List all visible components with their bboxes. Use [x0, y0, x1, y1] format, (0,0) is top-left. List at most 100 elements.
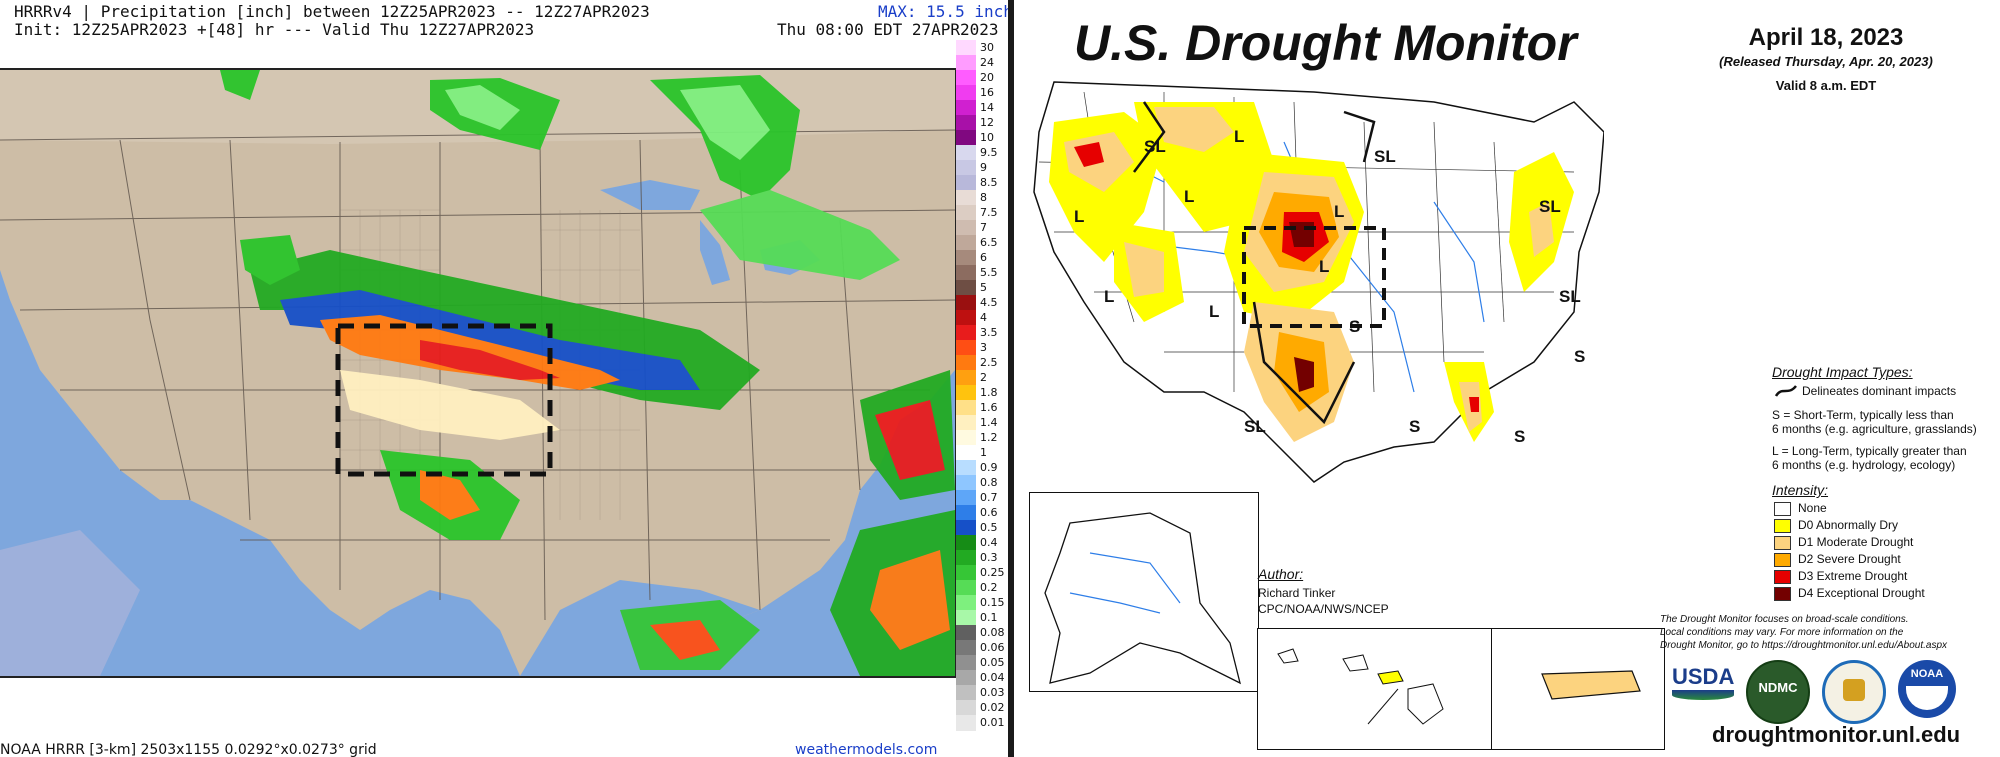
usdm-valid: Valid 8 a.m. EDT	[1775, 78, 1877, 93]
colorbar-label: 2.5	[980, 355, 998, 369]
colorbar-segment	[956, 655, 976, 671]
colorbar-label: 0.4	[980, 535, 998, 549]
colorbar-segment	[956, 670, 976, 686]
colorbar-label: 0.7	[980, 490, 998, 504]
long-term-line-1: L = Long-Term, typically greater than	[1772, 444, 1967, 458]
colorbar-segment	[956, 625, 976, 641]
ndmc-logo-text: NDMC	[1758, 680, 1798, 695]
note-line-1: The Drought Monitor focuses on broad-sca…	[1660, 614, 1909, 625]
intensity-label: D2 Severe Drought	[1798, 552, 1901, 566]
colorbar-segment	[956, 715, 976, 731]
colorbar-segment	[956, 250, 976, 266]
map-impact-label: L	[1209, 302, 1219, 321]
colorbar-segment	[956, 235, 976, 251]
map-impact-label: L	[1104, 287, 1114, 306]
colorbar-segment	[956, 145, 976, 161]
intensity-swatch	[1774, 536, 1791, 550]
colorbar-segment	[956, 130, 976, 146]
usdm-url-link[interactable]: droughtmonitor.unl.edu	[1712, 722, 1961, 747]
map-impact-label: SL	[1374, 147, 1396, 166]
colorbar-label: 20	[980, 70, 994, 84]
colorbar-label: 0.1	[980, 610, 998, 624]
hrrr-grid-note: NOAA HRRR [3-km] 2503x1155 0.0292°x0.027…	[0, 742, 377, 757]
short-term-line-1: S = Short-Term, typically less than	[1772, 408, 1954, 422]
intensity-label: D4 Exceptional Drought	[1798, 586, 1925, 600]
colorbar-label: 5.5	[980, 265, 998, 279]
colorbar-segment	[956, 220, 976, 236]
colorbar-segment	[956, 100, 976, 116]
colorbar-label: 0.04	[980, 670, 1005, 684]
map-impact-label: S	[1514, 427, 1525, 446]
usda-logo: USDA	[1672, 664, 1734, 708]
noaa-logo-text: NOAA	[1910, 668, 1944, 680]
alaska-outline	[1044, 512, 1241, 685]
colorbar-label: 0.15	[980, 595, 1005, 609]
usda-logo-text: USDA	[1672, 664, 1735, 689]
hrrr-credit-link[interactable]: weathermodels.com	[795, 742, 938, 757]
colorbar-segment	[956, 385, 976, 401]
colorbar-label: 7.5	[980, 205, 998, 219]
colorbar-label: 2	[980, 370, 987, 384]
long-term-line-2: 6 months (e.g. hydrology, ecology)	[1772, 458, 1956, 472]
intensity-swatch	[1774, 570, 1791, 584]
colorbar-label: 12	[980, 115, 994, 129]
colorbar-label: 30	[980, 40, 994, 54]
colorbar-label: 0.5	[980, 520, 998, 534]
colorbar-label: 3.5	[980, 325, 998, 339]
intensity-heading: Intensity:	[1772, 482, 1829, 498]
hrrr-init-line: Init: 12Z25APR2023 +[48] hr --- Valid Th…	[14, 20, 535, 39]
intensity-swatch	[1774, 502, 1791, 516]
colorbar-segment	[956, 610, 976, 626]
colorbar-segment	[956, 445, 976, 461]
colorbar-label: 0.08	[980, 625, 1005, 639]
colorbar-segment	[956, 580, 976, 596]
intensity-label: D3 Extreme Drought	[1798, 569, 1908, 583]
noaa-logo: NOAA	[1898, 660, 1956, 718]
colorbar-segment	[956, 520, 976, 536]
colorbar-label: 0.8	[980, 475, 998, 489]
colorbar-label: 10	[980, 130, 994, 144]
hawaii-outline	[1277, 648, 1444, 725]
intensity-label: D1 Moderate Drought	[1798, 535, 1914, 549]
colorbar-segment	[956, 55, 976, 71]
colorbar-segment	[956, 640, 976, 656]
colorbar-label: 1.6	[980, 400, 998, 414]
colorbar-label: 6	[980, 250, 987, 264]
short-term-line-2: 6 months (e.g. agriculture, grasslands)	[1772, 422, 1977, 436]
map-impact-label: SL	[1144, 137, 1166, 156]
colorbar-segment	[956, 535, 976, 551]
intensity-swatch	[1774, 553, 1791, 567]
puerto-rico-outline	[1541, 670, 1641, 700]
colorbar-segment	[956, 40, 976, 56]
colorbar-label: 5	[980, 280, 987, 294]
colorbar-label: 1.2	[980, 430, 998, 444]
colorbar-segment	[956, 595, 976, 611]
map-impact-label: SL	[1539, 197, 1561, 216]
map-impact-label: SL	[1559, 287, 1581, 306]
colorbar-segment	[956, 685, 976, 701]
colorbar-segment	[956, 310, 976, 326]
colorbar-segment	[956, 550, 976, 566]
colorbar-label: 0.9	[980, 460, 998, 474]
colorbar-segment	[956, 295, 976, 311]
usdm-title: U.S. Drought Monitor	[1074, 15, 1577, 71]
colorbar-segment	[956, 565, 976, 581]
intensity-label: None	[1798, 501, 1827, 515]
colorbar-label: 16	[980, 85, 994, 99]
map-impact-label: L	[1184, 187, 1194, 206]
usdm-date: April 18, 2023	[1748, 24, 1904, 51]
map-impact-label: S	[1574, 347, 1585, 366]
usdm-released: (Released Thursday, Apr. 20, 2023)	[1719, 54, 1933, 69]
author-org: CPC/NOAA/NWS/NCEP	[1258, 602, 1389, 616]
colorbar-segment	[956, 85, 976, 101]
colorbar-label: 0.3	[980, 550, 998, 564]
commerce-seal-logo	[1822, 660, 1886, 724]
colorbar-label: 3	[980, 340, 987, 354]
colorbar-label: 14	[980, 100, 994, 114]
colorbar-label: 8	[980, 190, 987, 204]
colorbar-label: 0.01	[980, 715, 1005, 729]
colorbar-label: 7	[980, 220, 987, 234]
colorbar-segment	[956, 190, 976, 206]
drought-monitor-panel: U.S. Drought Monitor April 18, 2023 (Rel…	[1014, 0, 2000, 757]
